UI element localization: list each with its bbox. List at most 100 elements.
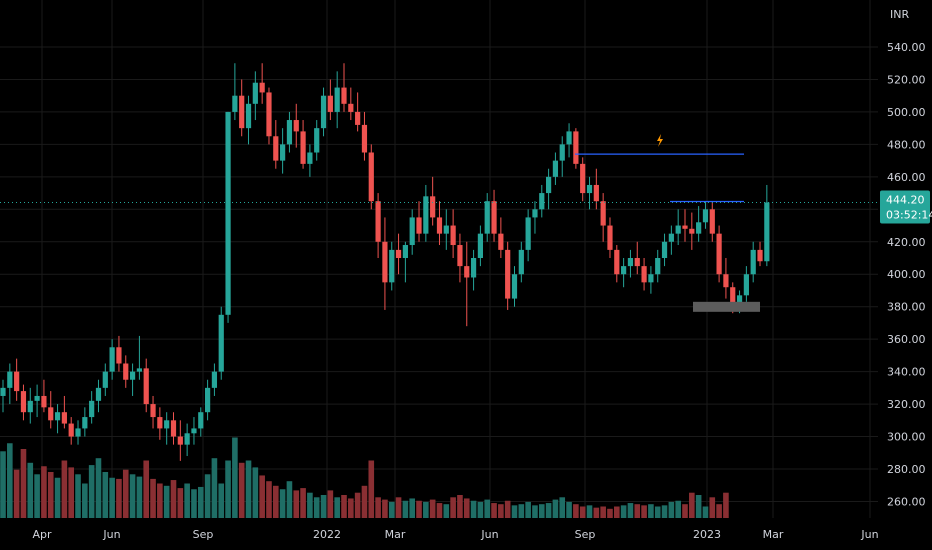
volume-bar: [245, 460, 252, 518]
volume-bar: [13, 469, 20, 518]
candle-body: [157, 417, 163, 429]
y-axis-labels: 260.00 280.00 300.00 320.00 340.00 360.00 380.…: [887, 41, 926, 508]
candle-body: [484, 201, 490, 234]
candle-body: [430, 196, 436, 218]
volume-bar: [82, 483, 88, 518]
volume-bar: [54, 477, 61, 518]
candle-body: [709, 209, 715, 234]
candle-body: [266, 92, 272, 137]
y-tick-label: 260.00: [887, 495, 926, 508]
y-tick-label: 540.00: [887, 41, 926, 54]
candle-body: [546, 176, 552, 194]
candle-body: [170, 420, 177, 437]
candle-body: [409, 217, 415, 246]
candle-body: [136, 368, 142, 372]
volume-bar: [286, 481, 293, 518]
candle-body: [205, 387, 211, 413]
candle-body: [95, 387, 102, 401]
candle-body: [491, 201, 497, 234]
volume-bar: [361, 485, 368, 518]
candle-body: [539, 193, 545, 210]
candle-body: [361, 124, 368, 153]
volume-bar: [7, 443, 13, 518]
volume-bar: [136, 476, 143, 518]
volume-bar: [723, 492, 729, 518]
candle-body: [743, 274, 749, 296]
volume-bar: [443, 504, 450, 518]
candle-body: [27, 400, 33, 413]
y-tick-label: 480.00: [887, 138, 926, 151]
candle-body: [320, 95, 327, 129]
volume-bar: [197, 486, 204, 518]
last-price-badge: [880, 190, 930, 224]
volume-bar: [34, 474, 40, 518]
candle-body: [498, 233, 504, 250]
volume-bar: [675, 500, 681, 518]
volume-bar: [586, 505, 593, 518]
x-tick-label: Sep: [575, 528, 596, 541]
candle-body: [375, 201, 381, 242]
candle-body: [505, 249, 511, 299]
volume-bar: [368, 460, 375, 518]
volume-bar: [559, 497, 566, 518]
volume-bar: [143, 460, 150, 518]
volume-bar: [129, 474, 136, 518]
x-axis-labels: Apr Jun Sep 2022 Mar Jun Sep 2023 Mar Jun: [32, 528, 878, 541]
candle-body: [730, 287, 736, 307]
volume-bar: [702, 506, 709, 518]
volume-bar: [423, 501, 429, 518]
candle-body: [245, 103, 252, 129]
candle-body: [600, 201, 606, 226]
candle-body: [511, 274, 518, 299]
volume-bar: [354, 492, 361, 518]
candle-body: [696, 222, 702, 234]
volume-bar: [0, 451, 6, 518]
volume-bar: [511, 505, 518, 518]
volume-bar: [170, 480, 177, 518]
volume-bar: [709, 497, 716, 518]
candle-body: [368, 152, 374, 202]
candle-body: [239, 95, 245, 129]
volume-bar: [716, 504, 722, 518]
x-tick-label: Mar: [385, 528, 406, 541]
candle-body: [14, 371, 20, 392]
bar-countdown: 03:52:14: [886, 208, 932, 221]
volume-bar: [75, 474, 81, 518]
candle-body: [450, 225, 456, 246]
candle-body: [150, 404, 156, 418]
candle-body: [7, 371, 13, 388]
volume-bar: [116, 478, 122, 518]
volume-bar: [409, 498, 415, 518]
candle-body: [586, 184, 593, 194]
candle-body: [702, 209, 709, 223]
y-tick-label: 280.00: [887, 463, 926, 476]
candle-body: [382, 241, 388, 283]
candle-body: [102, 371, 108, 388]
volume-bar: [457, 495, 463, 518]
volume-bar: [504, 500, 511, 518]
volume-bar: [532, 505, 538, 518]
volume-bar: [68, 467, 74, 518]
volume-bars: [0, 437, 729, 518]
volume-bar: [648, 504, 654, 518]
candle-body: [423, 196, 429, 234]
candle-body: [532, 209, 538, 218]
volume-bar: [661, 505, 668, 518]
candle-body: [661, 241, 668, 259]
y-tick-label: 420.00: [887, 236, 926, 249]
volume-bar: [491, 503, 497, 518]
candle-body: [143, 368, 149, 405]
volume-bar: [668, 501, 675, 518]
candle-body: [436, 217, 443, 234]
candle-body: [218, 314, 224, 372]
candle-body: [566, 131, 572, 145]
volume-bar: [20, 449, 27, 518]
candle-body: [525, 217, 531, 250]
y-tick-label: 300.00: [887, 431, 926, 444]
volume-bar: [218, 483, 225, 518]
candle-body: [750, 249, 756, 275]
volume-bar: [477, 501, 484, 518]
candles: [0, 63, 770, 461]
candle-body: [341, 87, 347, 104]
volume-bar: [634, 504, 641, 518]
